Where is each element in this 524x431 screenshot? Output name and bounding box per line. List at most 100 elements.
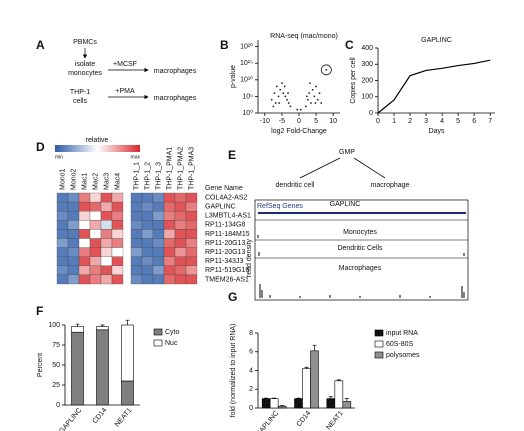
cell: [100, 201, 113, 212]
y-axis-label: Percent: [37, 353, 44, 377]
point: [282, 92, 285, 94]
cell: [111, 247, 124, 257]
cell: [89, 238, 102, 248]
x-tick-label: -10: [260, 118, 270, 125]
cell: [78, 220, 91, 230]
browser-frame: [254, 199, 469, 301]
cell: [174, 201, 187, 212]
x-tick-label: CD14: [296, 410, 313, 428]
cell: [78, 238, 91, 248]
panel-letters: A B C D E F G: [36, 38, 354, 318]
node: GMP: [339, 149, 355, 156]
y-tick-label: 10¹⁵: [240, 60, 253, 67]
bar: [121, 324, 134, 382]
cell: [78, 192, 91, 203]
point: [286, 98, 288, 101]
label: cells: [73, 98, 88, 105]
cell: [130, 265, 143, 276]
row-label: RP11-343J3: [205, 258, 244, 265]
cell: [185, 256, 198, 266]
y-tick-label: 0: [56, 402, 60, 409]
cell: [152, 256, 165, 266]
row-label: RP11-134G8: [205, 222, 245, 229]
x-tick-label: NEAT1: [325, 410, 345, 431]
column-label: THP-1_2: [144, 162, 151, 190]
cell: [141, 238, 154, 248]
cell: [89, 192, 102, 203]
y-tick-label: 0: [249, 405, 253, 412]
row-label: GAPLINC: [205, 203, 236, 210]
error-bar: [125, 319, 130, 325]
point: [284, 95, 287, 98]
x-tick-label: GAPLINC: [58, 407, 83, 431]
bar: [71, 326, 84, 333]
cell: [89, 201, 102, 212]
y-tick-label: 75: [52, 342, 60, 349]
cell: [174, 274, 187, 285]
cell: [100, 229, 113, 239]
cell: [163, 265, 176, 276]
legend-swatch: [374, 329, 384, 337]
point: [273, 92, 276, 94]
label: macrophages: [154, 95, 197, 102]
cell: [56, 201, 69, 212]
cell: [89, 256, 102, 266]
x-tick-label: 6: [472, 118, 476, 125]
axis-label: read density: [246, 238, 253, 277]
point: [320, 102, 323, 104]
panel-label: E: [228, 148, 236, 162]
cell: [130, 211, 143, 221]
cell: [111, 274, 124, 285]
cell: [78, 229, 91, 239]
cell: [130, 247, 143, 257]
x-tick-label: GAPLINC: [255, 410, 280, 431]
row-label: RP11-184M15: [205, 231, 250, 238]
cell: [56, 256, 69, 266]
cell: [100, 220, 113, 230]
cell: [141, 201, 154, 212]
cell: [89, 220, 102, 230]
node: dendritic cell: [276, 182, 315, 189]
cell: [174, 211, 187, 221]
y-tick-label: 4: [249, 367, 253, 374]
cell: [174, 220, 187, 230]
cell: [185, 229, 198, 239]
point: [289, 105, 292, 108]
cell: [111, 256, 124, 266]
row-label: COL4A2-AS2: [205, 194, 248, 201]
cell: [174, 238, 187, 248]
bar: [334, 380, 344, 409]
y-tick-label: 200: [361, 77, 373, 84]
bar: [269, 398, 279, 409]
label: PBMCs: [73, 39, 97, 46]
y-tick-label: 10⁰: [242, 109, 253, 117]
point: [309, 82, 311, 85]
panel-label: F: [36, 304, 43, 318]
cell: [100, 238, 113, 248]
point: [313, 95, 316, 98]
y-tick-label: 10⁵: [242, 93, 253, 100]
cell: [185, 211, 198, 221]
point: [315, 85, 317, 88]
cell: [141, 247, 154, 257]
x-tick-label: 0: [376, 118, 380, 125]
label: THP-1: [70, 89, 90, 96]
scale-min: min: [55, 154, 63, 160]
cell: [152, 238, 165, 248]
y-tick-label: 100: [361, 94, 373, 101]
cell: [111, 201, 124, 212]
point: [325, 68, 328, 71]
panel-label: B: [220, 38, 229, 52]
x-tick-label: 7: [488, 118, 492, 125]
cell: [141, 274, 154, 285]
x-tick-label: 0: [297, 118, 301, 125]
diagram-a: PBMCs isolate monocytes +MCSF macrophage…: [68, 39, 197, 105]
cell: [130, 201, 143, 212]
y-axis-label: p-value: [230, 65, 237, 88]
cell: [163, 247, 176, 257]
bar: [96, 329, 109, 406]
cell: [89, 274, 102, 285]
point: [274, 102, 277, 104]
point: [287, 102, 290, 104]
bar: [261, 398, 271, 409]
